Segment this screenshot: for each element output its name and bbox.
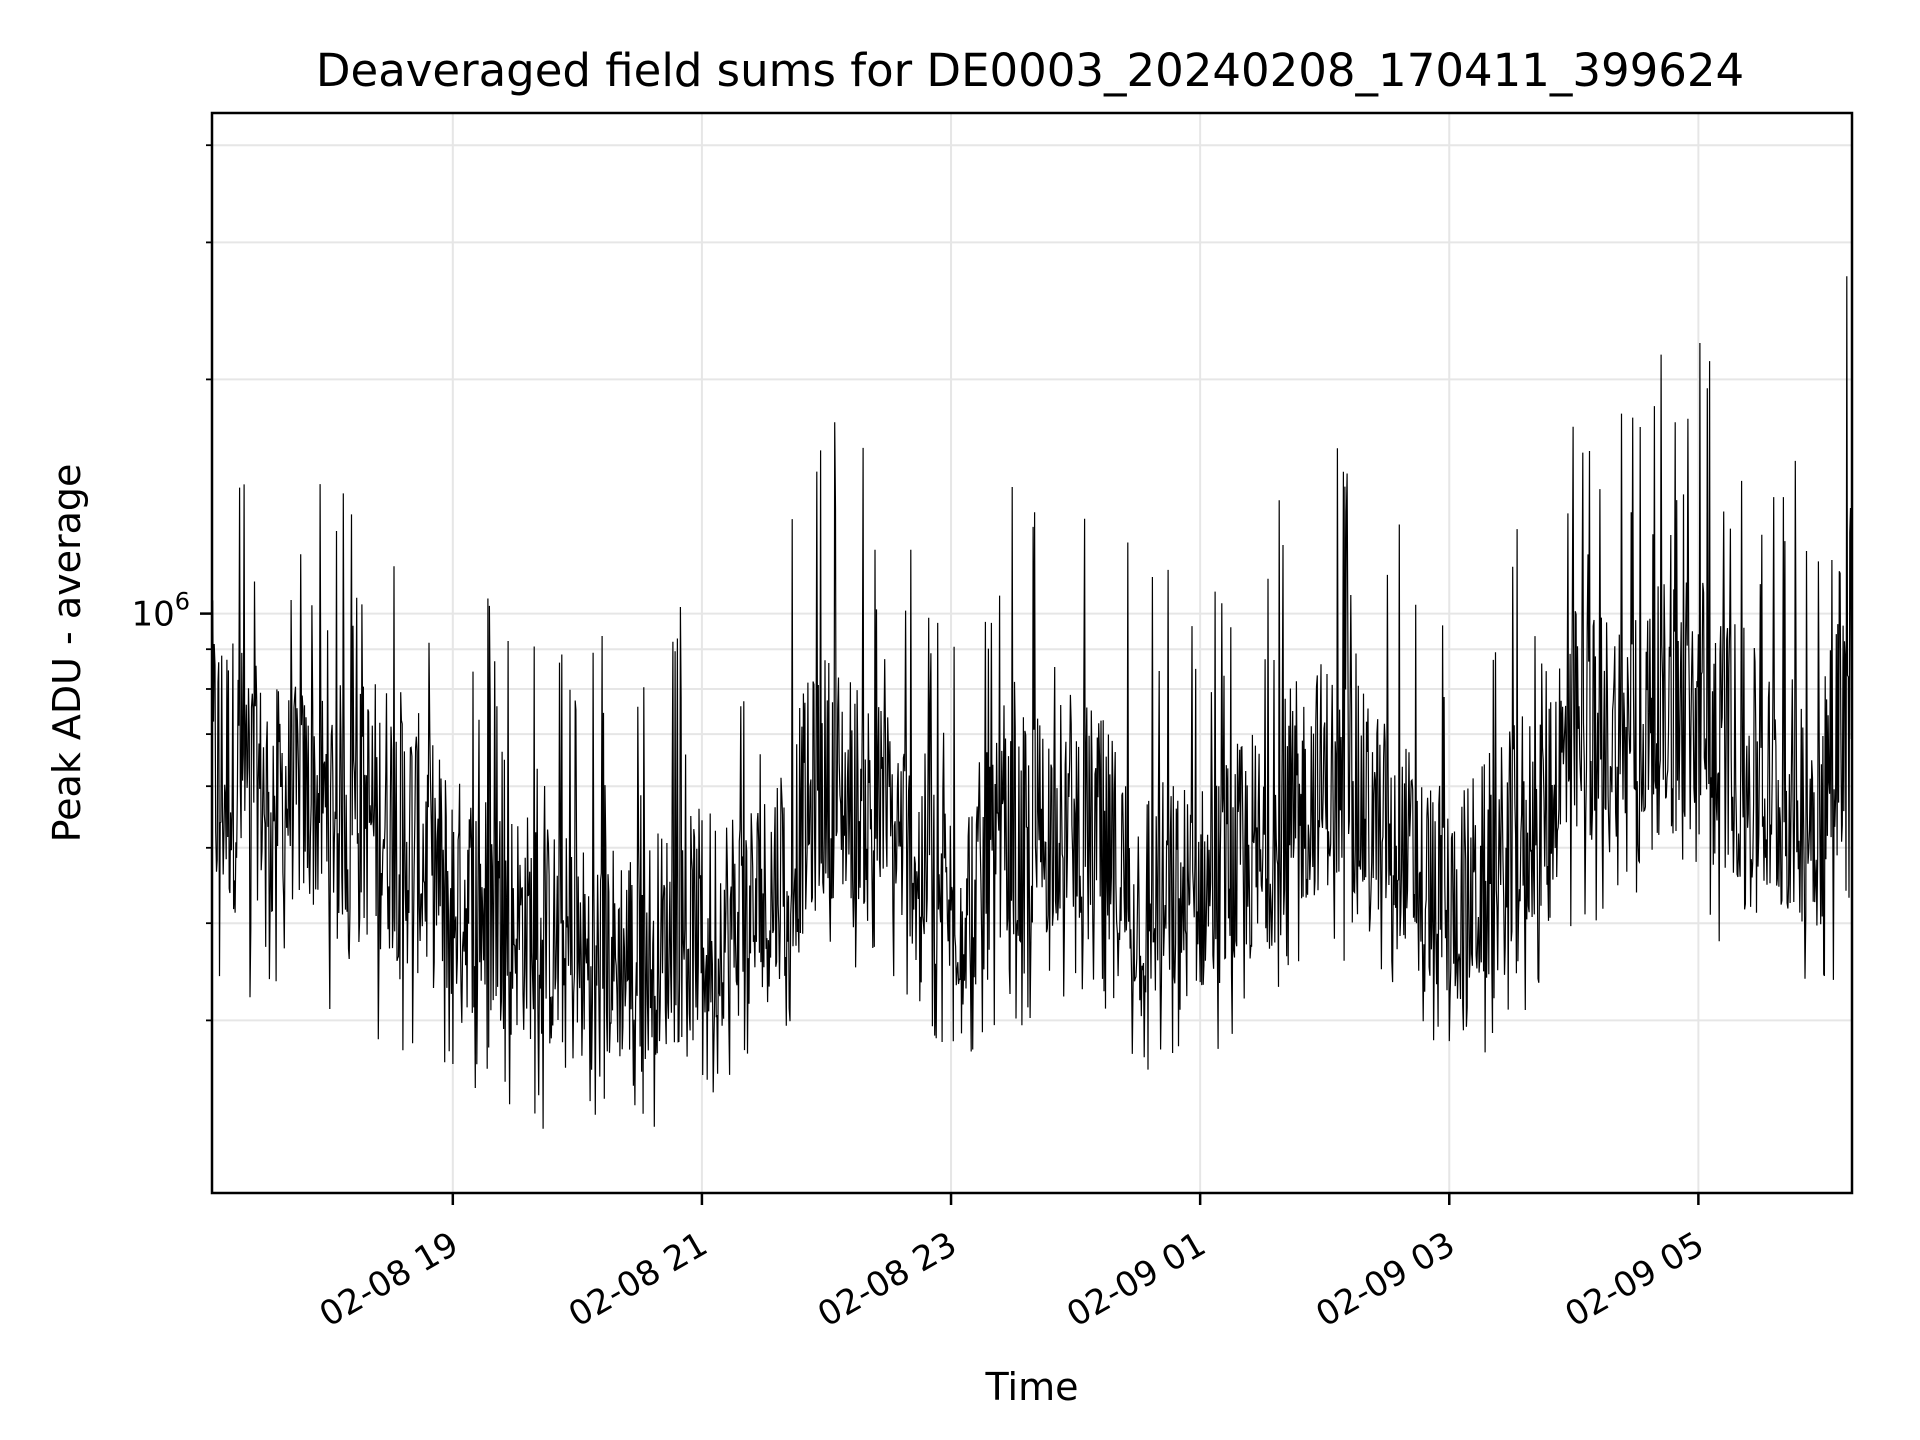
chart-title: Deaveraged field sums for DE0003_2024020… bbox=[316, 44, 1744, 97]
series-layer bbox=[211, 276, 1853, 1129]
grid-layer bbox=[212, 113, 1852, 1193]
series-line bbox=[211, 276, 1853, 1129]
x-tick-label: 02-08 21 bbox=[562, 1224, 714, 1335]
x-tick-label: 02-09 05 bbox=[1558, 1224, 1710, 1335]
x-axis-label: Time bbox=[985, 1365, 1079, 1409]
y-axis-label: Peak ADU - average bbox=[45, 464, 89, 843]
x-tick-label: 02-08 23 bbox=[811, 1224, 963, 1335]
x-tick-label: 02-09 03 bbox=[1309, 1224, 1461, 1335]
x-tick-label: 02-08 19 bbox=[313, 1224, 465, 1335]
plot-area-frame bbox=[210, 111, 1854, 1195]
y-tick-label: 106 bbox=[131, 588, 190, 635]
x-tick-label: 02-09 01 bbox=[1060, 1224, 1212, 1335]
